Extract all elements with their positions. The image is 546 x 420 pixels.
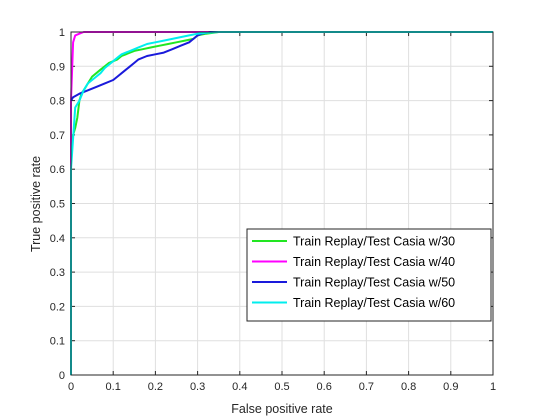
grid-lines bbox=[70, 31, 494, 376]
tick-labels: 0 0.1 0.2 0.3 0.4 0.5 0.6 0.7 0.8 0.9 1 0 0.1 0.2 0.3 0… bbox=[50, 27, 496, 393]
y-tick-label: 0 bbox=[59, 370, 65, 382]
x-tick-label: 0.6 bbox=[317, 381, 332, 393]
y-tick-label: 0.2 bbox=[50, 301, 65, 313]
y-tick-label: 0.1 bbox=[50, 336, 65, 348]
y-axis-label: True positive rate bbox=[29, 156, 43, 252]
x-tick-label: 0.8 bbox=[401, 381, 416, 393]
x-tick-label: 0.9 bbox=[443, 381, 458, 393]
legend-entry-label: Train Replay/Test Casia w/50 bbox=[293, 276, 455, 290]
x-tick-label: 0.1 bbox=[106, 381, 121, 393]
x-tick-label: 1 bbox=[490, 381, 496, 393]
y-tick-label: 0.9 bbox=[50, 61, 65, 73]
plot-series bbox=[70, 31, 493, 375]
x-tick-label: 0.7 bbox=[359, 381, 374, 393]
x-tick-label: 0.2 bbox=[148, 381, 163, 393]
y-tick-label: 0.3 bbox=[50, 267, 65, 279]
y-tick-label: 0.5 bbox=[50, 199, 65, 211]
legend-entry-label: Train Replay/Test Casia w/40 bbox=[293, 255, 455, 269]
legend-entry-label: Train Replay/Test Casia w/30 bbox=[293, 235, 455, 249]
x-tick-label: 0 bbox=[68, 381, 74, 393]
legend-box bbox=[246, 228, 492, 322]
y-tick-label: 0.6 bbox=[50, 164, 65, 176]
axes-box bbox=[70, 31, 494, 376]
legend-entry-label: Train Replay/Test Casia w/60 bbox=[293, 296, 455, 310]
x-tick-label: 0.3 bbox=[190, 381, 205, 393]
y-tick-label: 0.7 bbox=[50, 130, 65, 142]
series-line-3 bbox=[70, 31, 493, 102]
x-tick-label: 0.4 bbox=[232, 381, 247, 393]
legend: Train Replay/Test Casia w/30 Train Replay… bbox=[246, 228, 492, 322]
series-line-4 bbox=[70, 31, 493, 375]
x-axis-label: False positive rate bbox=[231, 402, 332, 416]
x-tick-label: 0.5 bbox=[274, 381, 289, 393]
y-tick-label: 0.4 bbox=[50, 233, 65, 245]
y-tick-label: 0.8 bbox=[50, 96, 65, 108]
y-tick-label: 1 bbox=[59, 27, 65, 39]
